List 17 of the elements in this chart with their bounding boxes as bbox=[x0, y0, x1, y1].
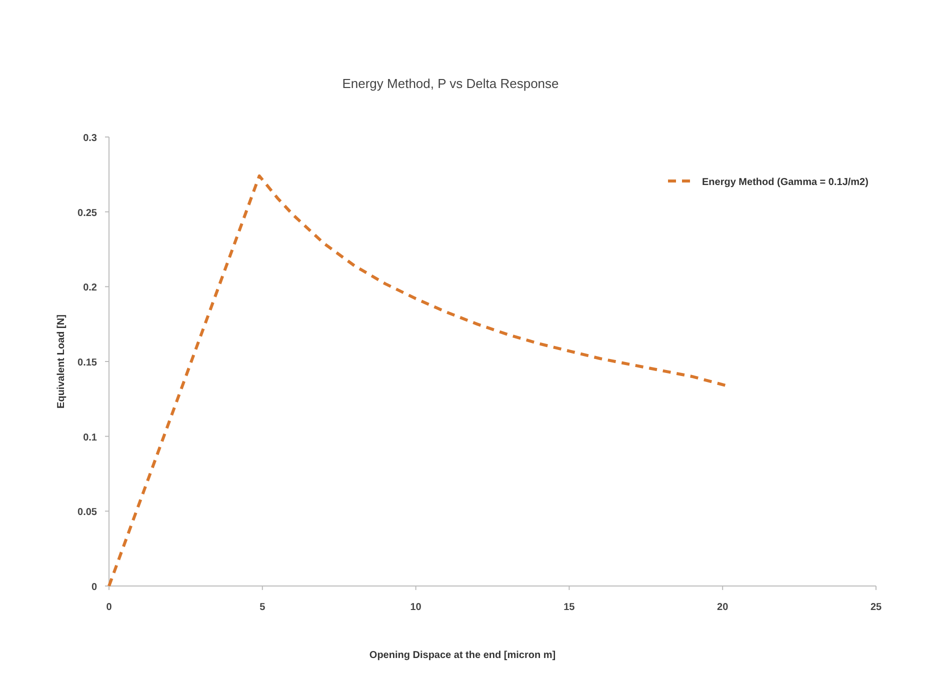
chart-title: Energy Method, P vs Delta Response bbox=[342, 76, 559, 91]
x-axis-title: Opening Dispace at the end [micron m] bbox=[369, 650, 556, 661]
y-tick-label: 0.3 bbox=[83, 133, 98, 144]
y-tick-label: 0.1 bbox=[83, 432, 98, 444]
y-tick-label: 0.2 bbox=[83, 282, 98, 294]
y-tick-label: 0.15 bbox=[78, 358, 98, 368]
x-tick-label: 0 bbox=[106, 602, 112, 613]
x-tick-label: 25 bbox=[870, 602, 882, 613]
y-tick-label: 0.05 bbox=[78, 507, 98, 518]
x-tick-label: 15 bbox=[564, 602, 576, 613]
x-tick-label: 10 bbox=[410, 602, 422, 613]
y-axis-title: Equivalent Load [N] bbox=[56, 314, 67, 408]
y-tick-label: 0.25 bbox=[78, 208, 98, 219]
legend-label: Energy Method (Gamma = 0.1J/m2) bbox=[702, 177, 868, 188]
x-tick-label: 20 bbox=[717, 602, 729, 613]
y-tick-label: 0 bbox=[91, 582, 98, 593]
x-tick-label: 5 bbox=[260, 602, 266, 613]
